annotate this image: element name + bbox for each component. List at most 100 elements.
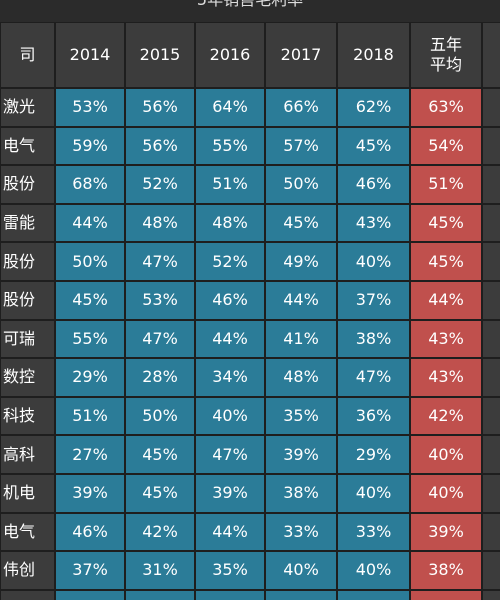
value-cell: 47% bbox=[125, 242, 195, 281]
value-cell: 46% bbox=[55, 512, 125, 552]
value-cell: 51% bbox=[195, 165, 265, 204]
average-cell: 51% bbox=[410, 165, 482, 204]
average-cell: 63% bbox=[410, 88, 482, 127]
value-cell: 28% bbox=[125, 358, 195, 397]
empty-cell bbox=[482, 358, 500, 397]
header-cell bbox=[482, 22, 500, 88]
company-cell: 电气 bbox=[0, 126, 55, 166]
header-cell: 五年 平均 bbox=[410, 22, 482, 88]
empty-cell bbox=[482, 203, 500, 243]
value-cell: 31% bbox=[125, 551, 195, 590]
value-cell: 47% bbox=[337, 358, 410, 397]
empty-cell bbox=[0, 589, 55, 600]
table-title: 5年销售毛利率 bbox=[0, 0, 500, 12]
value-cell: 55% bbox=[195, 126, 265, 166]
value-cell: 45% bbox=[55, 281, 125, 320]
value-cell: 40% bbox=[195, 396, 265, 436]
value-cell: 47% bbox=[195, 435, 265, 474]
average-cell: 38% bbox=[410, 551, 482, 590]
value-cell: 68% bbox=[55, 165, 125, 204]
empty-cell bbox=[482, 165, 500, 204]
average-cell: 45% bbox=[410, 242, 482, 281]
empty-cell bbox=[482, 126, 500, 166]
value-cell: 49% bbox=[265, 242, 337, 281]
header-cell: 司 bbox=[0, 22, 55, 88]
empty-cell bbox=[125, 589, 195, 600]
average-cell: 42% bbox=[410, 396, 482, 436]
value-cell: 45% bbox=[125, 435, 195, 474]
value-cell: 29% bbox=[55, 358, 125, 397]
average-cell: 54% bbox=[410, 126, 482, 166]
value-cell: 40% bbox=[337, 474, 410, 513]
value-cell: 56% bbox=[125, 126, 195, 166]
average-cell: 39% bbox=[410, 512, 482, 552]
empty-cell bbox=[195, 589, 265, 600]
average-cell: 40% bbox=[410, 474, 482, 513]
value-cell: 27% bbox=[55, 435, 125, 474]
value-cell: 56% bbox=[125, 88, 195, 127]
company-cell: 伟创 bbox=[0, 551, 55, 590]
value-cell: 44% bbox=[195, 319, 265, 359]
value-cell: 46% bbox=[195, 281, 265, 320]
company-cell: 股份 bbox=[0, 165, 55, 204]
value-cell: 59% bbox=[55, 126, 125, 166]
empty-cell bbox=[482, 474, 500, 513]
value-cell: 39% bbox=[195, 474, 265, 513]
value-cell: 48% bbox=[195, 203, 265, 243]
average-cell: 45% bbox=[410, 203, 482, 243]
value-cell: 53% bbox=[125, 281, 195, 320]
value-cell: 34% bbox=[195, 358, 265, 397]
value-cell: 48% bbox=[265, 358, 337, 397]
value-cell: 36% bbox=[337, 396, 410, 436]
company-cell: 雷能 bbox=[0, 203, 55, 243]
value-cell: 44% bbox=[55, 203, 125, 243]
value-cell: 29% bbox=[337, 435, 410, 474]
value-cell: 50% bbox=[265, 165, 337, 204]
empty-cell bbox=[482, 242, 500, 281]
empty-cell bbox=[482, 435, 500, 474]
value-cell: 64% bbox=[195, 88, 265, 127]
value-cell: 52% bbox=[125, 165, 195, 204]
value-cell: 52% bbox=[195, 242, 265, 281]
empty-cell bbox=[482, 512, 500, 552]
value-cell: 57% bbox=[265, 126, 337, 166]
average-cell: 40% bbox=[410, 435, 482, 474]
value-cell: 53% bbox=[55, 88, 125, 127]
company-cell: 电气 bbox=[0, 512, 55, 552]
value-cell: 39% bbox=[55, 474, 125, 513]
value-cell: 48% bbox=[125, 203, 195, 243]
header-cell: 2015 bbox=[125, 22, 195, 88]
company-cell: 股份 bbox=[0, 281, 55, 320]
empty-cell bbox=[337, 589, 410, 600]
company-cell: 高科 bbox=[0, 435, 55, 474]
value-cell: 45% bbox=[125, 474, 195, 513]
company-cell: 机电 bbox=[0, 474, 55, 513]
value-cell: 38% bbox=[265, 474, 337, 513]
company-cell: 股份 bbox=[0, 242, 55, 281]
value-cell: 55% bbox=[55, 319, 125, 359]
value-cell: 37% bbox=[55, 551, 125, 590]
value-cell: 35% bbox=[195, 551, 265, 590]
average-cell: 43% bbox=[410, 358, 482, 397]
value-cell: 51% bbox=[55, 396, 125, 436]
empty-cell bbox=[482, 281, 500, 320]
value-cell: 45% bbox=[337, 126, 410, 166]
value-cell: 40% bbox=[337, 551, 410, 590]
value-cell: 45% bbox=[265, 203, 337, 243]
value-cell: 39% bbox=[265, 435, 337, 474]
value-cell: 44% bbox=[195, 512, 265, 552]
value-cell: 47% bbox=[125, 319, 195, 359]
company-cell: 数控 bbox=[0, 358, 55, 397]
average-cell: 43% bbox=[410, 319, 482, 359]
value-cell: 41% bbox=[265, 319, 337, 359]
value-cell: 46% bbox=[337, 165, 410, 204]
company-cell: 科技 bbox=[0, 396, 55, 436]
value-cell: 40% bbox=[265, 551, 337, 590]
empty-cell bbox=[482, 88, 500, 127]
empty-cell bbox=[482, 396, 500, 436]
empty-cell bbox=[482, 319, 500, 359]
value-cell: 33% bbox=[265, 512, 337, 552]
header-cell: 2016 bbox=[195, 22, 265, 88]
value-cell: 50% bbox=[55, 242, 125, 281]
